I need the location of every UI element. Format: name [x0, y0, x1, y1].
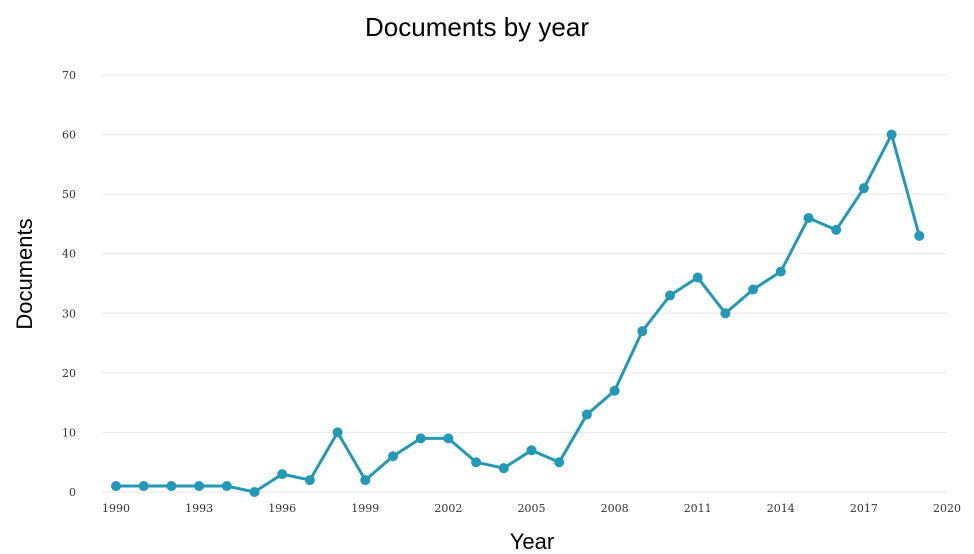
y-axis-ticks: 0 10 20 30 40 50 60 70 — [62, 69, 76, 499]
x-tick-label-2008: 2008 — [601, 502, 629, 515]
data-point-2019[interactable] — [914, 230, 925, 241]
data-point-2013[interactable] — [748, 284, 759, 295]
gridlines — [102, 74, 947, 493]
data-point-2009[interactable] — [637, 326, 648, 337]
data-point-1997[interactable] — [304, 475, 315, 486]
data-point-2004[interactable] — [498, 463, 509, 474]
data-point-2018[interactable] — [886, 129, 897, 140]
y-tick-label-40: 40 — [62, 248, 76, 261]
x-axis-ticks: 1990 1993 1996 1999 2002 2005 2008 2011 2014 2017… — [102, 502, 961, 515]
x-tick-label-1999: 1999 — [351, 502, 379, 515]
data-point-2014[interactable] — [775, 266, 786, 277]
y-tick-label-50: 50 — [62, 188, 76, 201]
x-tick-label-2002: 2002 — [434, 502, 462, 515]
x-tick-label-2014: 2014 — [767, 502, 795, 515]
data-point-2012[interactable] — [720, 308, 731, 319]
data-point-2017[interactable] — [858, 183, 869, 194]
data-point-1995[interactable] — [249, 487, 260, 497]
y-tick-label-60: 60 — [62, 129, 76, 142]
data-point-2000[interactable] — [388, 451, 398, 462]
y-tick-label-0: 0 — [69, 486, 76, 499]
data-point-1998[interactable] — [332, 427, 343, 438]
data-point-1996[interactable] — [277, 469, 288, 480]
y-axis-title: Documents — [12, 218, 37, 329]
data-point-2007[interactable] — [581, 409, 592, 420]
data-point-2003[interactable] — [471, 457, 482, 468]
x-tick-label-1990: 1990 — [102, 502, 130, 515]
data-point-2006[interactable] — [554, 457, 565, 468]
chart-title: Documents by year — [365, 12, 589, 42]
y-tick-label-10: 10 — [62, 426, 76, 439]
data-point-2002[interactable] — [443, 433, 454, 444]
x-axis-title: Year — [510, 529, 554, 554]
y-tick-label-20: 20 — [62, 367, 76, 380]
data-point-2010[interactable] — [665, 290, 675, 301]
series-group — [111, 129, 925, 497]
data-point-1991[interactable] — [138, 481, 149, 492]
data-point-1990[interactable] — [111, 481, 121, 492]
data-point-1994[interactable] — [221, 481, 232, 492]
data-point-2016[interactable] — [831, 224, 842, 235]
data-point-2015[interactable] — [803, 212, 814, 223]
data-point-1993[interactable] — [194, 481, 205, 492]
x-tick-label-2017: 2017 — [850, 502, 878, 515]
x-tick-label-1993: 1993 — [185, 502, 213, 515]
y-tick-label-30: 30 — [62, 307, 76, 320]
x-tick-label-2011: 2011 — [684, 502, 712, 515]
data-point-1992[interactable] — [166, 481, 177, 492]
y-tick-label-70: 70 — [62, 69, 76, 82]
x-tick-label-1996: 1996 — [268, 502, 296, 515]
data-point-1999[interactable] — [360, 475, 371, 486]
data-point-2001[interactable] — [415, 433, 426, 444]
x-tick-label-2005: 2005 — [518, 502, 546, 515]
data-point-2011[interactable] — [692, 272, 703, 283]
x-tick-label-2020: 2020 — [933, 502, 961, 515]
data-point-2005[interactable] — [526, 445, 537, 456]
data-point-2008[interactable] — [609, 385, 620, 396]
